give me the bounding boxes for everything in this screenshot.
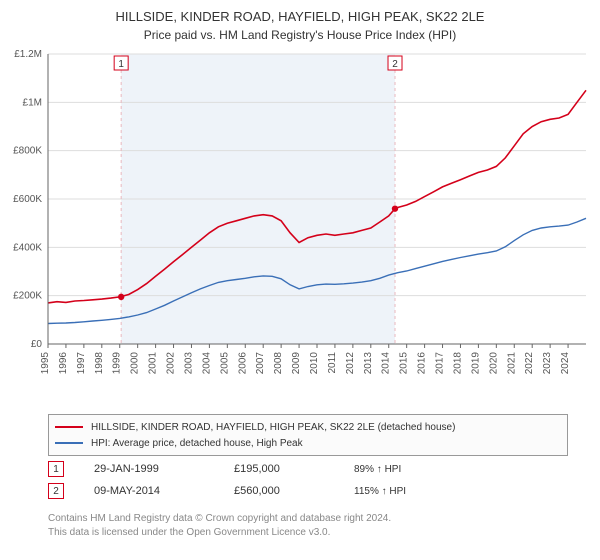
svg-text:2017: 2017	[435, 352, 446, 375]
svg-text:2024: 2024	[560, 352, 571, 375]
chart-container: HILLSIDE, KINDER ROAD, HAYFIELD, HIGH PE…	[0, 0, 600, 560]
svg-text:2001: 2001	[148, 352, 159, 375]
svg-text:£1M: £1M	[23, 97, 42, 108]
svg-text:1997: 1997	[76, 352, 87, 375]
svg-text:2019: 2019	[470, 352, 481, 375]
svg-text:2012: 2012	[345, 352, 356, 375]
chart-title: HILLSIDE, KINDER ROAD, HAYFIELD, HIGH PE…	[0, 0, 600, 26]
svg-text:2003: 2003	[183, 352, 194, 375]
legend-label-property: HILLSIDE, KINDER ROAD, HAYFIELD, HIGH PE…	[91, 422, 455, 433]
svg-text:2023: 2023	[542, 352, 553, 375]
svg-text:£1.2M: £1.2M	[14, 49, 42, 60]
svg-text:2014: 2014	[381, 352, 392, 375]
footer-line-1: Contains HM Land Registry data © Crown c…	[48, 512, 391, 526]
svg-text:2021: 2021	[506, 352, 517, 375]
sale-price-1: £195,000	[234, 463, 354, 475]
chart-svg: £0 £200K £400K £600K £800K £1M £1.2M 1995 1996 19…	[0, 44, 600, 404]
legend-swatch-property	[55, 426, 83, 428]
svg-text:£400K: £400K	[13, 242, 42, 253]
sale-date-2: 09-MAY-2014	[94, 485, 234, 497]
svg-text:1995: 1995	[40, 352, 51, 375]
svg-text:1: 1	[118, 59, 124, 70]
svg-text:2013: 2013	[363, 352, 374, 375]
svg-text:2007: 2007	[255, 352, 266, 375]
sale-num-2: 2	[53, 486, 59, 497]
sale-price-2: £560,000	[234, 485, 354, 497]
svg-text:1996: 1996	[58, 352, 69, 375]
legend-label-hpi: HPI: Average price, detached house, High…	[91, 438, 303, 449]
svg-text:2005: 2005	[219, 352, 230, 375]
svg-text:£0: £0	[31, 339, 43, 350]
svg-text:2015: 2015	[399, 352, 410, 375]
sale-pct-1: 89% ↑ HPI	[354, 464, 401, 475]
sale-num-1: 1	[53, 464, 59, 475]
footer-line-2: This data is licensed under the Open Gov…	[48, 526, 391, 540]
chart-subtitle: Price paid vs. HM Land Registry's House …	[0, 26, 600, 42]
svg-text:1999: 1999	[112, 352, 123, 375]
sale-marker-2: 2	[48, 483, 64, 499]
svg-text:2009: 2009	[291, 352, 302, 375]
svg-text:£600K: £600K	[13, 194, 42, 205]
svg-text:2008: 2008	[273, 352, 284, 375]
svg-text:2010: 2010	[309, 352, 320, 375]
svg-text:£800K: £800K	[13, 146, 42, 157]
legend-swatch-hpi	[55, 442, 83, 444]
svg-text:2016: 2016	[417, 352, 428, 375]
sale-marker-1: 1	[48, 461, 64, 477]
footer-attribution: Contains HM Land Registry data © Crown c…	[48, 512, 391, 540]
svg-text:2004: 2004	[201, 352, 212, 375]
svg-text:2000: 2000	[130, 352, 141, 375]
sale-pct-2: 115% ↑ HPI	[354, 486, 406, 497]
chart-area: £0 £200K £400K £600K £800K £1M £1.2M 1995 1996 19…	[0, 44, 600, 404]
sale-row-1: 1 29-JAN-1999 £195,000 89% ↑ HPI	[48, 458, 568, 480]
svg-text:£200K: £200K	[13, 291, 42, 302]
svg-text:2002: 2002	[166, 352, 177, 375]
svg-text:2: 2	[392, 59, 398, 70]
legend-row-hpi: HPI: Average price, detached house, High…	[55, 435, 561, 451]
svg-text:2022: 2022	[524, 352, 535, 375]
sales-table: 1 29-JAN-1999 £195,000 89% ↑ HPI 2 09-MA…	[48, 458, 568, 502]
svg-text:2018: 2018	[452, 352, 463, 375]
sale-date-1: 29-JAN-1999	[94, 463, 234, 475]
svg-text:2006: 2006	[237, 352, 248, 375]
legend-row-property: HILLSIDE, KINDER ROAD, HAYFIELD, HIGH PE…	[55, 419, 561, 435]
svg-text:2011: 2011	[327, 352, 338, 374]
sale-row-2: 2 09-MAY-2014 £560,000 115% ↑ HPI	[48, 480, 568, 502]
legend-box: HILLSIDE, KINDER ROAD, HAYFIELD, HIGH PE…	[48, 414, 568, 456]
svg-text:1998: 1998	[94, 352, 105, 375]
svg-text:2020: 2020	[488, 352, 499, 375]
